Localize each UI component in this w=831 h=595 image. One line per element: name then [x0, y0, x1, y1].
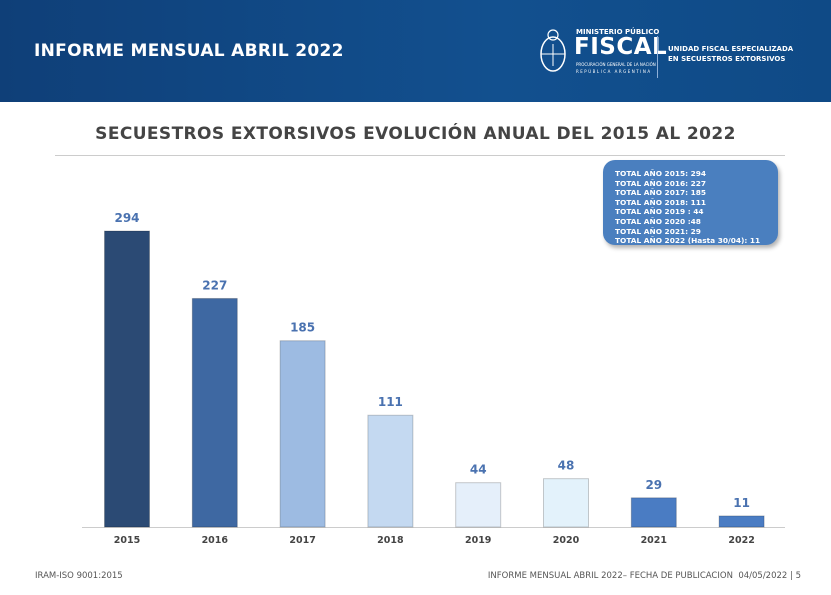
data-label: 111: [378, 395, 403, 409]
bar-2016: [191, 297, 238, 528]
unidad-line-2: EN SECUESTROS EXTORSIVOS: [668, 55, 786, 63]
x-tick-label: 2016: [202, 535, 229, 546]
bar-2022: [718, 515, 765, 528]
totals-annotation-box: TOTAL AÑO 2015: 294 TOTAL AÑO 2016: 227 TO…: [603, 160, 778, 245]
x-tick-label: 2018: [377, 535, 404, 546]
annotation-line: TOTAL AÑO 2015: 294: [615, 169, 707, 178]
annotation-line: TOTAL AÑO 2018: 111: [615, 197, 707, 207]
data-label: 185: [290, 321, 315, 335]
coat-of-arms-icon: [540, 29, 566, 72]
bar-2015: [104, 230, 150, 528]
x-tick-label: 2022: [728, 535, 754, 546]
header-banner: INFORME MENSUAL ABRIL 2022 MINISTERIO PÚ…: [0, 0, 831, 102]
bar-2018: [367, 414, 414, 528]
ministerio-fiscal-logo: MINISTERIO PÚBLICO FISCAL PROCURACIÓN GE…: [536, 26, 826, 78]
x-tick-label: 2015: [114, 535, 140, 546]
bar-2020: [543, 478, 589, 528]
chart-title: SECUESTROS EXTORSIVOS EVOLUCIÓN ANUAL DE…: [95, 124, 736, 144]
footer-publication: INFORME MENSUAL ABRIL 2022– FECHA DE PUB…: [487, 571, 801, 581]
data-label: 294: [114, 211, 139, 225]
unidad-line-1: UNIDAD FISCAL ESPECIALIZADA: [668, 45, 794, 53]
annotation-line: TOTAL AÑO 2019 : 44: [615, 207, 704, 217]
data-label: 29: [645, 478, 662, 492]
x-tick-label: 2019: [465, 535, 491, 546]
x-tick-label: 2017: [289, 535, 315, 546]
title-divider: [55, 155, 785, 156]
x-tick-label: 2020: [553, 535, 580, 546]
data-label: 44: [470, 463, 487, 477]
unidad-fiscal-label: UNIDAD FISCAL ESPECIALIZADA EN SECUESTRO…: [668, 44, 793, 64]
data-label: 227: [202, 278, 227, 292]
data-label: 48: [558, 459, 575, 473]
bar-2017: [279, 340, 326, 528]
bar-2019: [455, 482, 502, 528]
logo-procuracion: PROCURACIÓN GENERAL DE LA NACIÓN: [576, 62, 656, 67]
annotation-line: TOTAL AÑO 2016: 227: [615, 178, 707, 188]
annotation-line: TOTAL AÑO 2017: 185: [615, 188, 707, 198]
logo-ministerio: MINISTERIO PÚBLICO: [576, 28, 660, 36]
logo-republica: REPÚBLICA ARGENTINA: [576, 69, 652, 74]
report-title: INFORME MENSUAL ABRIL 2022: [34, 41, 344, 61]
footer-iso: IRAM-ISO 9001:2015: [35, 571, 123, 581]
bar-2021: [630, 497, 677, 528]
data-label: 11: [733, 496, 750, 510]
logo-fiscal: FISCAL: [574, 34, 668, 60]
annotation-line: TOTAL AÑO 2020 :48: [615, 216, 701, 226]
annotation-line: TOTAL AÑO 2022 (Hasta 30/04): 11: [615, 236, 761, 246]
annotation-line: TOTAL AÑO 2021: 29: [615, 226, 701, 236]
x-tick-label: 2021: [641, 535, 667, 546]
logo-divider: [657, 36, 658, 78]
